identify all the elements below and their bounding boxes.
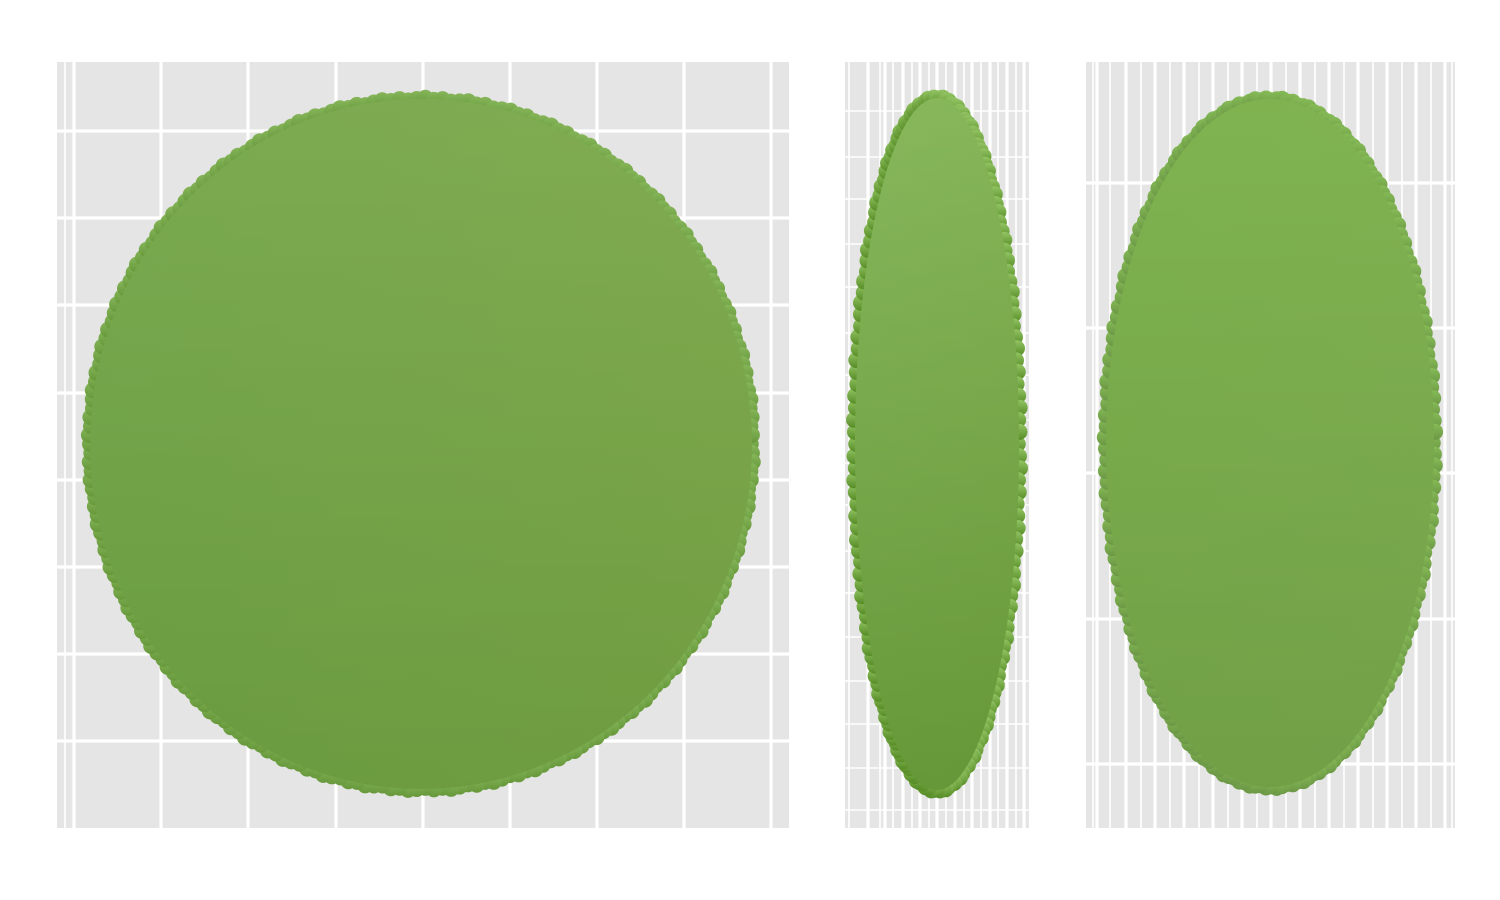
point-cloud [1096,90,1444,796]
panel-circle [57,62,789,828]
panel-narrow-ellipse [845,62,1029,828]
point-cloud [846,89,1028,799]
point-cloud-tint [1106,99,1434,787]
panel-ellipse [1086,62,1455,828]
point-cloud-tint [855,98,1019,790]
point-cloud-tint [90,99,752,789]
point-cloud [80,89,761,798]
